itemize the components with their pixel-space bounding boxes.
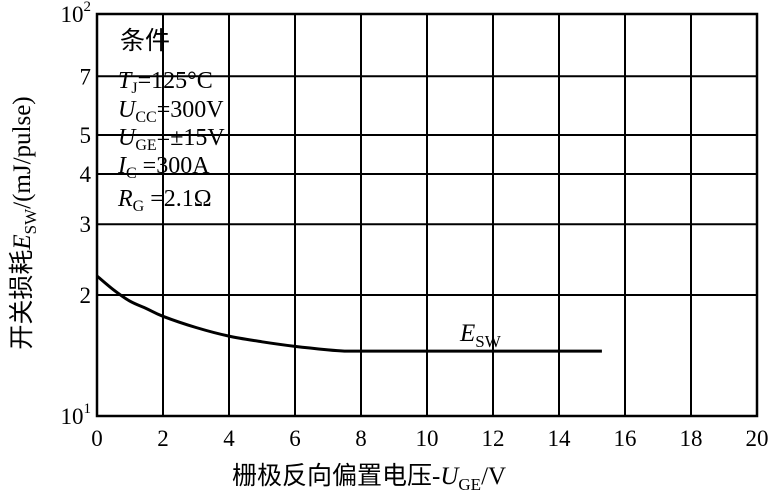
x-tick-label: 8	[355, 426, 367, 451]
condition-line: TJ=125°C	[118, 68, 213, 97]
x-tick-label: 16	[614, 426, 637, 451]
series-label-esw: ESW	[459, 320, 502, 351]
condition-line: IC =300A	[117, 153, 210, 182]
y-axis-label: 开关损耗ESW/(mJ/pulse)	[8, 96, 40, 349]
grid	[97, 14, 757, 416]
condition-line: RG =2.1Ω	[117, 186, 212, 215]
x-tick-label: 12	[482, 426, 505, 451]
x-tick-label: 14	[548, 426, 572, 451]
condition-line: UGE=±15V	[118, 125, 225, 154]
x-tick-label: 10	[416, 426, 439, 451]
x-tick-label: 18	[680, 426, 703, 451]
y-tick-label: 5	[80, 123, 92, 148]
series-line-esw	[96, 274, 602, 353]
y-tick-label: 7	[80, 64, 92, 89]
y-tick-label: 102	[61, 0, 92, 27]
condition-line: UCC=300V	[118, 97, 224, 126]
x-tick-label: 4	[223, 426, 235, 451]
y-tick-label: 101	[61, 401, 92, 429]
plot-frame	[95, 12, 759, 418]
y-tick-label: 2	[80, 283, 92, 308]
y-tick-label: 4	[80, 162, 92, 187]
x-tick-label: 20	[746, 426, 769, 451]
x-tick-label: 6	[289, 426, 301, 451]
y-tick-label: 3	[80, 212, 92, 237]
x-axis-label: 栅极反向偏置电压-UGE/V	[232, 462, 506, 494]
x-tick-label: 0	[91, 426, 103, 451]
conditions-title: 条件	[120, 27, 170, 55]
x-tick-label: 2	[157, 426, 169, 451]
